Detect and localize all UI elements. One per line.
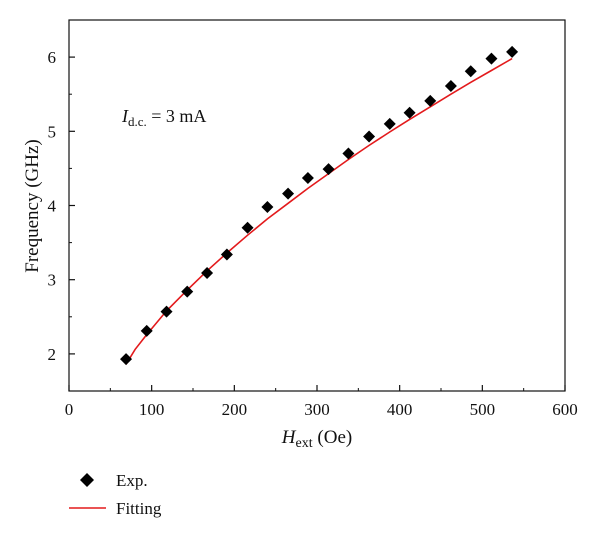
data-point bbox=[140, 324, 153, 337]
x-tick-label: 400 bbox=[387, 400, 413, 419]
y-tick-label: 5 bbox=[48, 122, 57, 141]
y-tick-label: 4 bbox=[48, 197, 57, 216]
data-point bbox=[282, 187, 295, 200]
plot-frame bbox=[68, 19, 566, 392]
data-point bbox=[160, 305, 173, 318]
y-axis-ticks: 2 3 4 5 6 bbox=[48, 48, 75, 364]
data-point bbox=[424, 94, 437, 107]
legend-diamond-marker bbox=[80, 473, 94, 487]
data-point bbox=[342, 147, 355, 160]
data-point bbox=[220, 248, 233, 261]
data-point bbox=[485, 52, 498, 65]
data-point bbox=[201, 267, 214, 280]
y-tick-label: 2 bbox=[48, 345, 57, 364]
data-points bbox=[120, 45, 519, 366]
data-point bbox=[301, 172, 314, 185]
data-point bbox=[120, 353, 133, 366]
y-tick-label: 6 bbox=[48, 48, 57, 67]
x-axis-label: Hext (Oe) bbox=[281, 427, 352, 451]
y-tick-label: 3 bbox=[48, 271, 57, 290]
current-annotation: Id.c. = 3 mA bbox=[121, 106, 206, 129]
legend-label-exp: Exp. bbox=[116, 471, 148, 490]
data-point bbox=[261, 200, 274, 213]
data-point bbox=[181, 285, 194, 298]
data-point bbox=[241, 221, 254, 234]
data-point bbox=[322, 163, 335, 176]
x-tick-label: 300 bbox=[304, 400, 330, 419]
data-point bbox=[363, 130, 376, 143]
data-point bbox=[383, 117, 396, 130]
data-point bbox=[444, 80, 457, 93]
x-tick-label: 0 bbox=[65, 400, 74, 419]
x-tick-label: 100 bbox=[139, 400, 165, 419]
x-axis-ticks: 0 100 200 300 400 500 600 bbox=[65, 385, 578, 419]
data-point bbox=[464, 65, 477, 78]
legend-label-fitting: Fitting bbox=[116, 499, 162, 518]
data-point bbox=[506, 45, 519, 58]
x-tick-label: 500 bbox=[470, 400, 496, 419]
x-tick-label: 200 bbox=[222, 400, 248, 419]
legend: Exp. Fitting bbox=[69, 471, 162, 518]
fitting-layer bbox=[125, 57, 513, 365]
fitting-line bbox=[125, 57, 513, 365]
x-tick-label: 600 bbox=[552, 400, 578, 419]
data-point bbox=[403, 106, 416, 119]
y-axis-label: Frequency (GHz) bbox=[22, 139, 43, 272]
